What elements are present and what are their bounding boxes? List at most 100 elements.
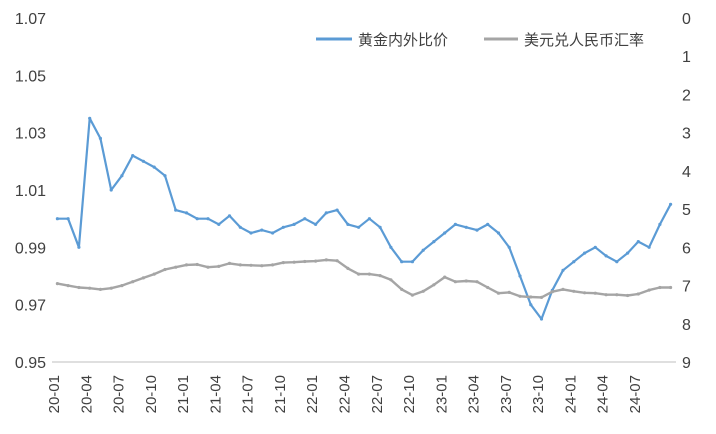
data-point-gold-ratio [658,222,662,226]
y-left-tick-label: 1.01 [15,183,46,200]
data-point-usd-cny [141,276,145,280]
data-point-usd-cny [217,264,221,268]
data-point-usd-cny [281,261,285,265]
data-point-usd-cny [583,291,587,295]
x-tick-label: 22-01 [304,375,321,413]
y-left-tick-label: 0.97 [15,298,46,315]
data-point-gold-ratio [131,154,135,158]
x-tick-label: 21-01 [175,375,192,413]
data-point-gold-ratio [217,222,221,226]
data-point-gold-ratio [626,251,630,255]
data-point-gold-ratio [238,225,242,229]
data-point-gold-ratio [604,254,608,258]
data-point-gold-ratio [453,222,457,226]
data-point-usd-cny [636,292,640,296]
x-tick-label: 24-01 [562,375,579,413]
x-tick-label: 21-10 [272,375,289,413]
data-point-usd-cny [464,279,468,283]
y-right-tick-label: 9 [682,355,691,372]
data-point-usd-cny [626,293,630,298]
data-point-gold-ratio [647,245,651,249]
data-point-usd-cny [174,265,178,269]
data-point-gold-ratio [195,217,199,221]
data-point-gold-ratio [335,208,339,212]
data-point-gold-ratio [410,260,414,264]
data-point-usd-cny [593,291,597,295]
data-point-usd-cny [324,258,328,262]
data-point-usd-cny [475,280,479,284]
data-point-gold-ratio [184,211,189,215]
data-point-gold-ratio [292,222,296,226]
x-tick-label: 24-04 [595,375,612,413]
data-point-usd-cny [206,265,210,269]
data-point-usd-cny [453,280,457,284]
data-point-gold-ratio [314,222,318,226]
data-point-gold-ratio [593,245,597,249]
x-tick-label: 23-01 [433,375,450,413]
data-point-gold-ratio [206,217,210,221]
data-point-usd-cny [227,261,232,265]
data-point-gold-ratio [281,225,285,229]
data-point-gold-ratio [324,211,328,215]
data-point-usd-cny [486,285,490,290]
data-point-gold-ratio [249,231,253,235]
data-point-usd-cny [432,283,436,287]
y-right-tick-label: 7 [682,279,691,296]
data-point-usd-cny [550,290,554,294]
data-point-gold-ratio [464,225,468,229]
data-point-usd-cny [184,263,189,267]
data-point-gold-ratio [77,245,81,249]
data-point-usd-cny [195,262,199,267]
data-point-usd-cny [120,284,124,288]
data-point-usd-cny [378,274,382,278]
data-point-usd-cny [389,278,393,282]
data-point-gold-ratio [421,248,425,252]
data-point-gold-ratio [163,174,167,178]
data-point-usd-cny [109,286,113,290]
x-tick-label: 22-10 [401,375,418,413]
y-right-tick-label: 2 [682,87,691,104]
data-point-gold-ratio [636,240,640,244]
data-point-gold-ratio [669,202,673,206]
data-point-gold-ratio [109,188,113,192]
x-tick-label: 20-04 [78,375,95,413]
x-tick-label: 23-10 [530,375,547,413]
series-line-gold-ratio [57,117,672,321]
data-point-gold-ratio [98,136,102,140]
y-right-tick-label: 6 [682,240,691,257]
data-point-gold-ratio [152,165,156,169]
data-point-usd-cny [421,289,425,293]
data-point-usd-cny [238,263,242,267]
data-point-usd-cny [357,272,361,276]
y-left-tick-label: 1.05 [15,68,46,85]
y-right-tick-label: 4 [682,164,691,181]
x-tick-label: 21-04 [207,375,224,413]
data-point-usd-cny [66,284,70,288]
y-right-tick-label: 5 [682,202,691,219]
data-point-usd-cny [249,263,253,267]
y-left-tick-label: 0.95 [15,355,46,372]
x-tick-label: 22-07 [369,375,386,413]
data-point-usd-cny [539,295,544,299]
x-tick-label: 20-01 [46,375,63,413]
data-point-gold-ratio [357,225,361,229]
data-point-usd-cny [604,293,608,297]
data-point-usd-cny [647,288,651,292]
data-point-usd-cny [658,285,662,290]
x-tick-label: 20-07 [111,375,128,413]
data-point-usd-cny [346,266,350,270]
data-point-gold-ratio [400,260,404,264]
x-tick-label: 23-04 [466,375,483,413]
y-right-tick-label: 0 [682,11,691,28]
data-point-gold-ratio [475,228,479,232]
data-point-gold-ratio [346,222,350,226]
data-point-gold-ratio [561,268,565,272]
data-point-usd-cny [163,267,167,272]
data-point-gold-ratio [367,217,371,221]
y-left-tick-label: 0.99 [15,240,46,257]
data-point-usd-cny [507,290,511,294]
data-point-usd-cny [292,260,296,264]
data-point-usd-cny [260,264,264,268]
